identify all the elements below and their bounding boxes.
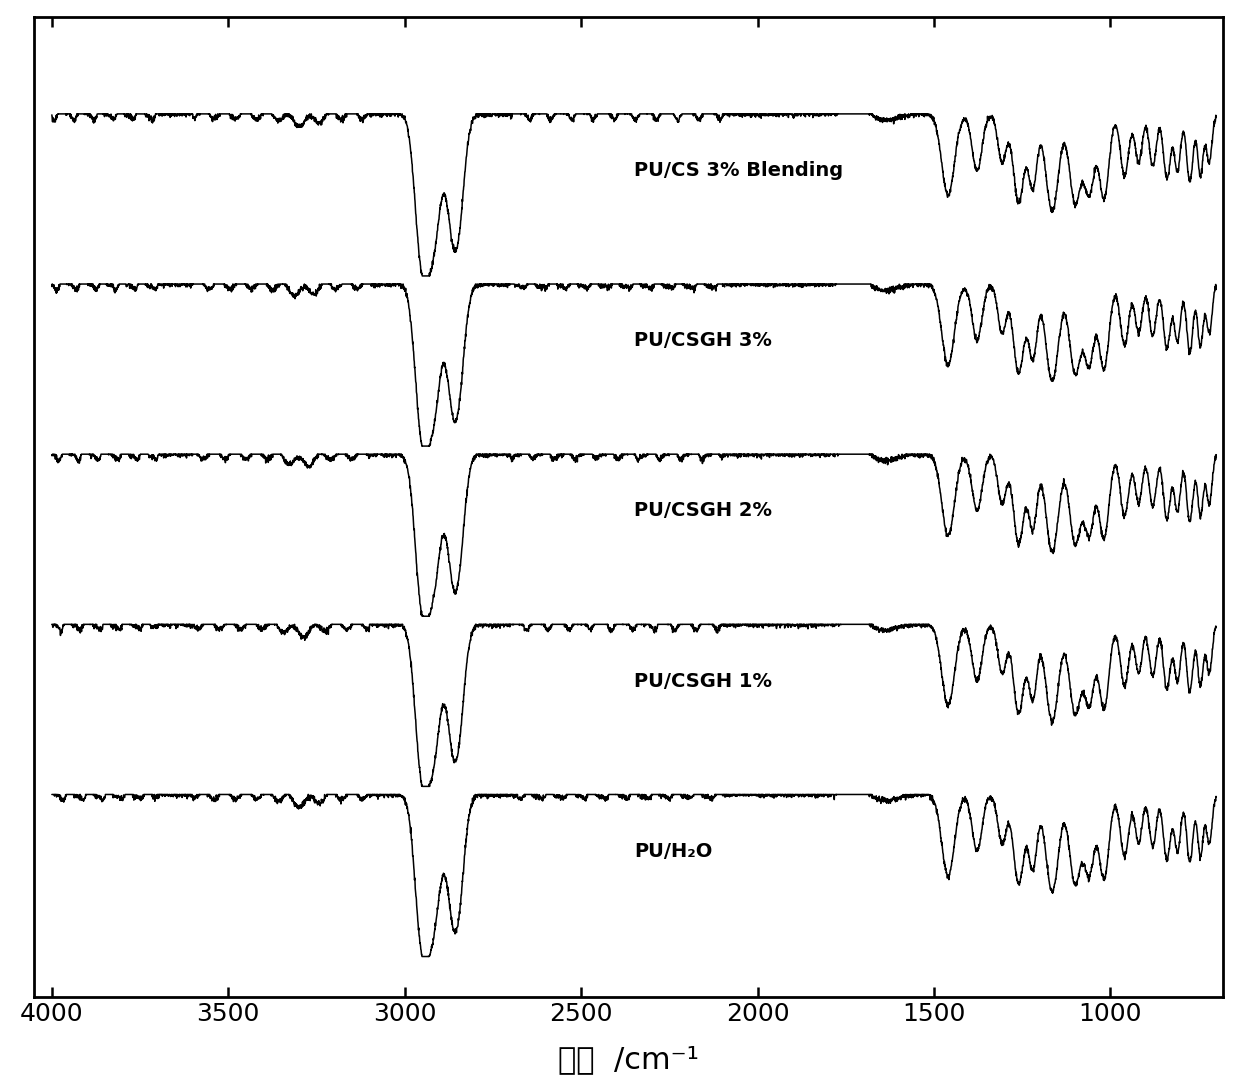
- Text: PU/CS 3% Blending: PU/CS 3% Blending: [634, 161, 843, 180]
- Text: PU/CSGH 3%: PU/CSGH 3%: [634, 332, 773, 350]
- X-axis label: 波数  /cm⁻¹: 波数 /cm⁻¹: [558, 1045, 699, 1075]
- Text: PU/H₂O: PU/H₂O: [634, 841, 713, 861]
- Text: PU/CSGH 2%: PU/CSGH 2%: [634, 502, 773, 520]
- Text: PU/CSGH 1%: PU/CSGH 1%: [634, 672, 773, 691]
